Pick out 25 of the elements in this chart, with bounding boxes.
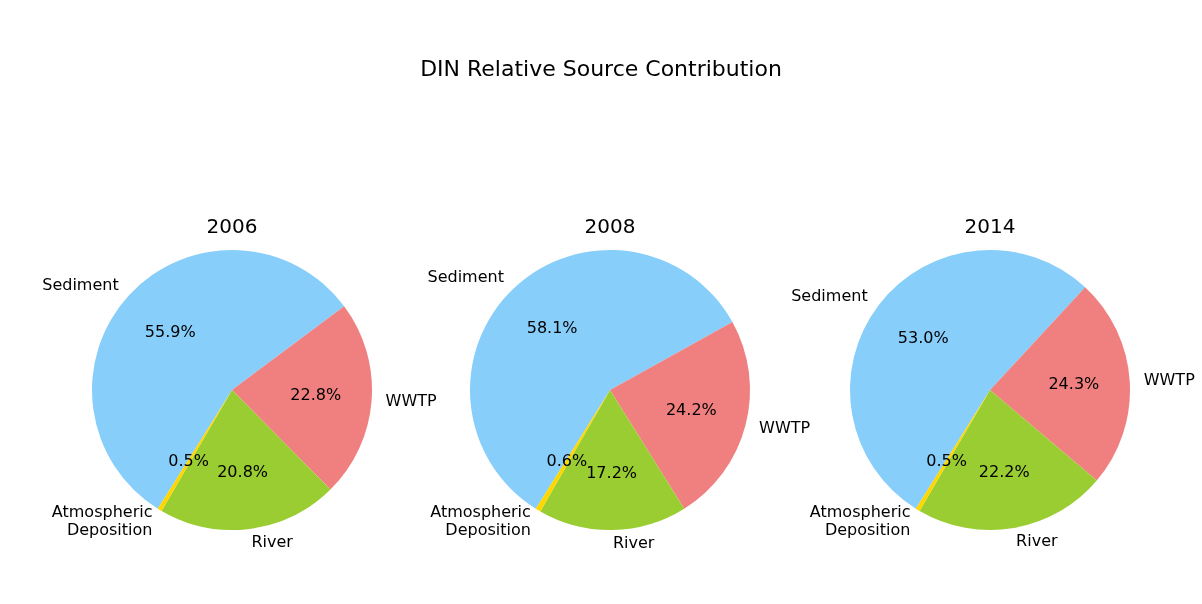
data-label: 17.2% [586,463,638,483]
slice-label: River [251,531,294,551]
data-label: 20.8% [217,462,268,482]
data-label: 22.8% [290,385,342,405]
slice-label: Sediment [791,285,868,305]
slice-label: Atmospheric Deposition [51,502,153,540]
slice-label: WWTP [1143,369,1196,389]
text: DIN Relative Source Contribution [419,56,783,81]
data-label: 58.1% [526,318,578,338]
data-label: 55.9% [144,322,196,342]
slice-label: WWTP [759,417,811,437]
data-label: 22.2% [978,461,1030,481]
slice-label: River [612,533,655,553]
slice-label: Sediment [42,274,119,294]
slice-label: Sediment [427,267,504,287]
data-label: 24.2% [665,400,717,420]
chart-subtitle: 2006 [206,214,258,239]
slice-label: WWTP [385,390,437,410]
chart-subtitle: 2008 [584,214,636,239]
data-label: 24.3% [1048,374,1100,394]
slice-label: Atmospheric Deposition [430,502,531,540]
data-label: 53.0% [897,328,949,348]
slice-label: Atmospheric Deposition [809,502,911,540]
slice-label: River [1016,530,1058,550]
chart-subtitle: 2014 [964,214,1016,239]
